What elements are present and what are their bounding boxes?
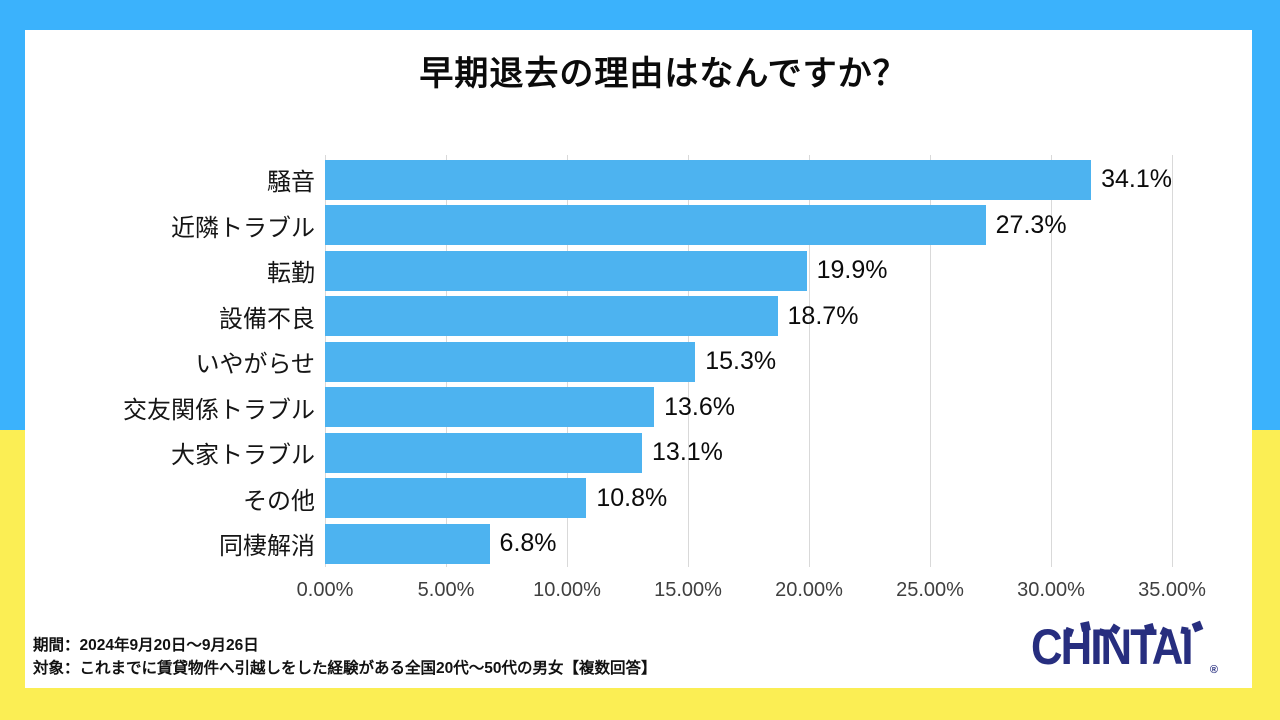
value-label: 18.7% — [787, 301, 859, 330]
bar-row: 騒音 34.1% — [25, 157, 1252, 203]
category-label: 設備不良 — [219, 305, 315, 333]
gridline — [1051, 155, 1052, 567]
value-label: 34.1% — [1101, 165, 1172, 194]
bar — [325, 478, 587, 519]
bar-cell: 13.6% — [325, 387, 1172, 428]
value-label: 19.9% — [816, 256, 888, 285]
bar-row: 設備不良 18.7% — [25, 294, 1252, 340]
bar-row: 交友関係トラブル 13.6% — [25, 385, 1252, 431]
bar-row: 近隣トラブル 27.3% — [25, 203, 1252, 249]
category-label: 同棲解消 — [219, 533, 315, 561]
bar-row: 同棲解消 6.8% — [25, 521, 1252, 567]
gridline — [930, 155, 931, 567]
registered-trademark-icon: ® — [1209, 664, 1218, 676]
x-tick-label: 25.00% — [896, 579, 964, 601]
chart-rows: 騒音 34.1% 近隣トラブル 27.3% 転勤 19.9% 設備不良 18.7… — [25, 157, 1252, 567]
chart-title: 早期退去の理由はなんですか？ — [419, 55, 908, 93]
x-tick-label: 5.00% — [417, 579, 475, 601]
bar-cell: 10.8% — [325, 478, 1172, 519]
bar-row: 大家トラブル 13.1% — [25, 430, 1252, 476]
confetti-icon — [1080, 621, 1091, 632]
content-card: 早期退去の理由はなんですか？ 騒音 34.1% 近隣トラブル 27.3% 転勤 … — [25, 30, 1252, 688]
x-tick-label: 15.00% — [654, 579, 722, 601]
x-tick-label: 20.00% — [775, 579, 843, 601]
category-label: 転勤 — [267, 260, 315, 288]
chintai-logo: CHINTAI ® — [1031, 619, 1218, 682]
footer-notes: 期間：2024年9月20日～9月26日 対象：これまでに賃貸物件へ引越しをした経… — [33, 634, 656, 681]
value-label: 13.6% — [664, 392, 735, 421]
bar-row: いやがらせ 15.3% — [25, 339, 1252, 385]
x-tick-label: 10.00% — [533, 579, 601, 601]
value-label: 10.8% — [596, 483, 668, 512]
category-label: その他 — [243, 487, 315, 515]
category-label: 近隣トラブル — [171, 214, 315, 242]
x-tick-label: 35.00% — [1138, 579, 1206, 601]
bar-cell: 15.3% — [325, 341, 1172, 382]
category-label: 騒音 — [267, 169, 315, 197]
x-tick-label: 0.00% — [296, 579, 354, 601]
survey-target: 対象：これまでに賃貸物件へ引越しをした経験がある全国20代～50代の男女【複数回… — [33, 659, 657, 677]
bar — [325, 296, 778, 337]
value-label: 27.3% — [995, 210, 1067, 239]
bar-cell: 13.1% — [325, 432, 1172, 473]
bar-chart: 騒音 34.1% 近隣トラブル 27.3% 転勤 19.9% 設備不良 18.7… — [25, 155, 1252, 615]
bar-cell: 27.3% — [325, 205, 1172, 246]
bar-row: その他 10.8% — [25, 476, 1252, 522]
bar-cell: 6.8% — [325, 523, 1172, 564]
bar — [325, 432, 643, 473]
bar — [325, 387, 655, 428]
bar-cell: 18.7% — [325, 296, 1172, 337]
category-label: いやがらせ — [195, 351, 315, 379]
category-label: 交友関係トラブル — [123, 396, 315, 424]
bar-cell: 19.9% — [325, 250, 1172, 291]
bar — [325, 205, 986, 246]
bar — [325, 159, 1092, 200]
bar — [325, 250, 807, 291]
value-label: 15.3% — [705, 347, 777, 376]
value-label: 13.1% — [652, 438, 723, 467]
bar-cell: 34.1% — [325, 159, 1172, 200]
bar — [325, 523, 490, 564]
confetti-icon — [1191, 620, 1204, 633]
confetti-icon — [1180, 626, 1189, 635]
gridline — [809, 155, 810, 567]
x-axis-ticks: 0.00% 5.00% 10.00% 15.00% 20.00% 25.00% 30.00%… — [297, 579, 1206, 609]
value-label: 6.8% — [499, 529, 557, 558]
x-tick-label: 30.00% — [1017, 579, 1085, 601]
category-label: 大家トラブル — [171, 442, 315, 470]
survey-period: 期間：2024年9月20日～9月26日 — [33, 636, 259, 654]
gridline — [1172, 155, 1173, 567]
bar — [325, 341, 696, 382]
bar-row: 転勤 19.9% — [25, 248, 1252, 294]
